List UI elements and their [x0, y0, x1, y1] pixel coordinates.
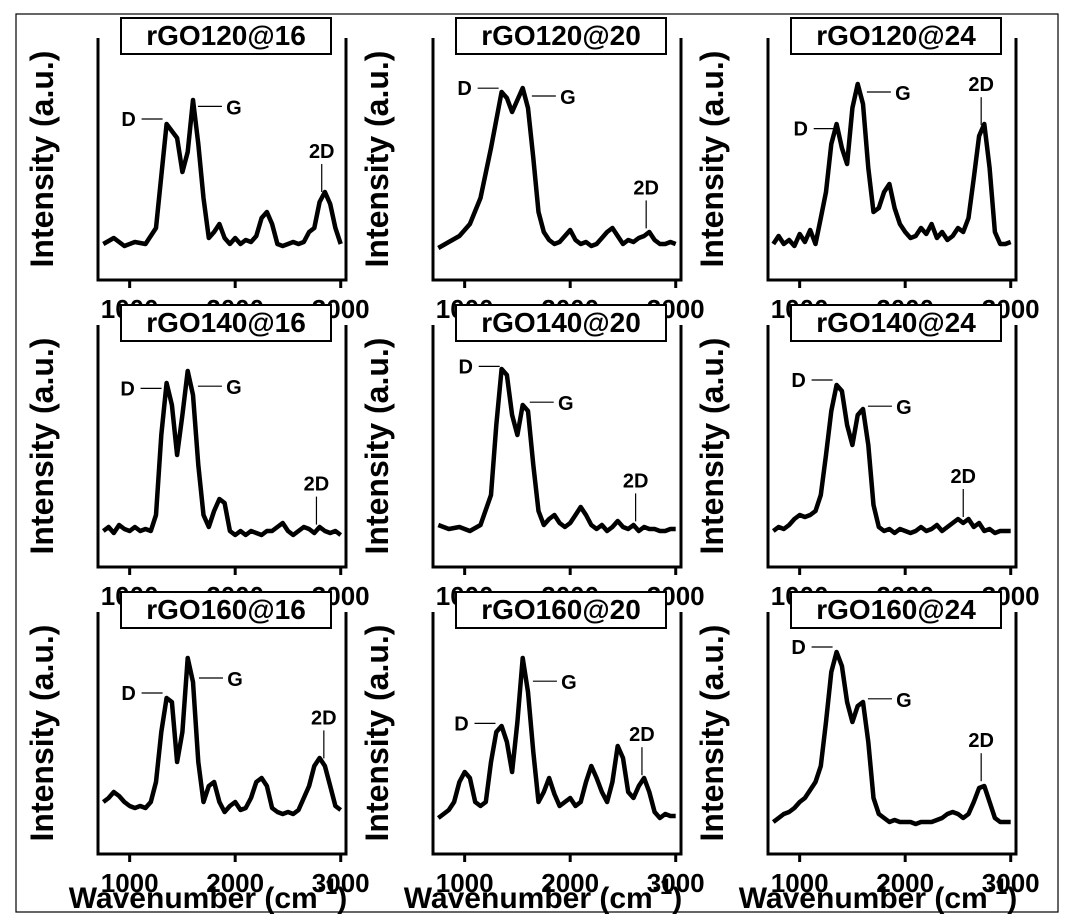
x-tick-label: 1000 [771, 868, 829, 898]
peak-label-g: G [226, 377, 242, 399]
panel-title: rGO140@16 [146, 307, 306, 338]
panel-title-box [120, 17, 332, 55]
spectrum-line [436, 655, 676, 821]
panel-8: 1000 2000 3000 D G 2D rGO160@20 Intensity (a.u.… [359, 591, 705, 898]
y-axis-label: Intensity (a.u.) [359, 51, 395, 268]
figure-frame [15, 13, 1059, 913]
y-axis-label: Intensity (a.u.) [24, 625, 60, 842]
peak-label-2d: 2D [629, 724, 655, 746]
panel-title: rGO140@20 [481, 307, 641, 338]
y-axis-label: Intensity (a.u.) [694, 51, 730, 268]
axes-frame [766, 612, 1018, 856]
x-axis-labels-group: Wavenumber (cm-1) Wavenumber (cm-1) Wavenu… [69, 874, 1018, 915]
y-axis-label: Intensity (a.u.) [694, 338, 730, 555]
x-tick-label: 1000 [101, 868, 159, 898]
peak-label-g: G [896, 397, 912, 419]
peak-label-d: D [791, 370, 805, 392]
peak-label-2d: 2D [311, 707, 337, 729]
y-axis-label: Intensity (a.u.) [359, 338, 395, 555]
panel-title-box [120, 304, 332, 342]
spectrum-line [437, 366, 676, 534]
panel-title-box [455, 591, 667, 629]
x-tick-label: 2000 [206, 868, 264, 898]
spectrum-line [102, 97, 343, 249]
axes-frame [431, 612, 683, 856]
panel-title: rGO140@24 [816, 307, 976, 338]
x-axis-label-col-1: Wavenumber (cm-1) [69, 874, 348, 915]
peak-label-g: G [560, 87, 576, 109]
spectrum-line [101, 655, 343, 817]
axes-frame [96, 325, 348, 569]
spectrum-line [771, 382, 1011, 536]
panel-9: 1000 2000 3000 D G 2D rGO160@24 Intensity (a.u.… [694, 591, 1040, 898]
peak-label-d: D [458, 356, 472, 378]
axes-frame [431, 325, 683, 569]
peak-label-2d: 2D [304, 474, 330, 496]
peak-label-d: D [121, 683, 135, 705]
spectrum-line [101, 368, 343, 538]
axes-frame [766, 38, 1018, 282]
panel-title-box [790, 304, 1002, 342]
y-axis-label: Intensity (a.u.) [694, 625, 730, 842]
x-axis-label-col-3: Wavenumber (cm-1) [739, 874, 1018, 915]
panel-7: 1000 2000 3000 D G 2D rGO160@16 Intensity (a.u.… [24, 591, 370, 898]
spectrum-line [771, 649, 1011, 827]
x-axis-label-col-2: Wavenumber (cm-1) [404, 874, 683, 915]
peak-label-g: G [895, 83, 911, 105]
axes-frame [766, 325, 1018, 569]
panel-title-box [455, 304, 667, 342]
peak-label-2d: 2D [623, 470, 649, 492]
y-axis-label: Intensity (a.u.) [24, 338, 60, 555]
peak-label-2d: 2D [633, 177, 659, 199]
x-tick-label: 2000 [541, 868, 599, 898]
panel-title: rGO120@24 [816, 20, 976, 51]
peak-label-g: G [558, 393, 574, 415]
x-tick-label: 2000 [876, 868, 934, 898]
x-tick-label: 3000 [647, 868, 705, 898]
spectrum-line [771, 81, 1012, 249]
y-axis-label: Intensity (a.u.) [24, 51, 60, 268]
panel-title: rGO120@20 [481, 20, 641, 51]
peak-label-d: D [454, 713, 468, 735]
x-tick-label: 3000 [312, 868, 370, 898]
peak-label-2d: 2D [968, 74, 994, 96]
spectrum-line [437, 85, 677, 250]
axes-frame [96, 38, 348, 282]
peak-label-d: D [793, 119, 807, 141]
y-axis-label: Intensity (a.u.) [359, 625, 395, 842]
peak-label-g: G [896, 690, 912, 712]
peak-label-d: D [457, 78, 471, 100]
peak-label-d: D [120, 378, 134, 400]
panel-title-box [455, 17, 667, 55]
axes-frame [96, 612, 348, 856]
x-tick-label: 1000 [436, 868, 494, 898]
peak-label-g: G [227, 669, 243, 691]
x-tick-label: 3000 [982, 868, 1040, 898]
peak-label-g: G [226, 97, 242, 119]
panel-title-box [120, 591, 332, 629]
panel-title: rGO160@24 [816, 594, 976, 625]
panel-title-box [790, 591, 1002, 629]
panel-title: rGO160@16 [146, 594, 306, 625]
axes-frame [431, 38, 683, 282]
peak-label-2d: 2D [968, 730, 994, 752]
panel-title: rGO120@16 [146, 20, 306, 51]
peak-label-d: D [791, 637, 805, 659]
peak-label-2d: 2D [950, 466, 976, 488]
peak-label-d: D [121, 109, 135, 131]
peak-label-g: G [561, 672, 577, 694]
panel-title: rGO160@20 [481, 594, 641, 625]
panels-group: 1000 2000 3000 D G 2D rGO120@16 Intensity (a.u.… [24, 17, 1040, 898]
panel-title-box [790, 17, 1002, 55]
peak-label-2d: 2D [309, 141, 335, 163]
